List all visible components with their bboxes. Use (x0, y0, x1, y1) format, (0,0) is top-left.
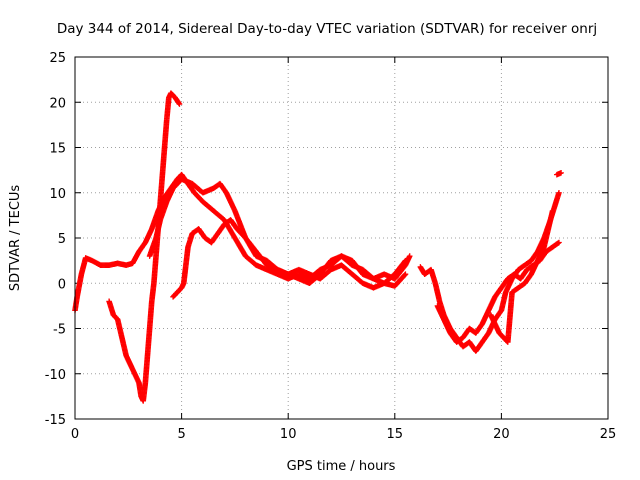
x-tick-label: 15 (387, 427, 404, 442)
data-marks (72, 90, 564, 404)
data-point (558, 170, 564, 176)
x-tick-label: 20 (493, 427, 510, 442)
data-point (556, 239, 562, 246)
x-axis-label: GPS time / hours (287, 459, 396, 474)
y-axis-label: SDTVAR / TECUs (8, 185, 23, 292)
axis-tick-labels: 0 5 10 15 20 25 -15 -10 -5 0 5 10 15 20 25 (45, 51, 617, 442)
y-tick-label: -10 (45, 368, 66, 383)
y-tick-label: 25 (49, 51, 66, 66)
data-point (402, 257, 409, 264)
x-tick-label: 5 (177, 427, 185, 442)
data-point (549, 208, 556, 214)
y-tick-label: 15 (49, 142, 66, 157)
y-tick-label: -15 (45, 413, 66, 428)
chart-title: Day 344 of 2014, Sidereal Day-to-day VTE… (57, 21, 597, 37)
data-point (176, 101, 183, 107)
data-point (406, 253, 413, 259)
data-point (402, 271, 409, 277)
y-tick-label: 20 (49, 96, 66, 111)
data-point (401, 272, 408, 278)
y-tick-label: -5 (53, 323, 66, 338)
y-tick-label: 5 (58, 232, 66, 247)
y-tick-label: 0 (58, 277, 66, 292)
data-point (556, 189, 562, 196)
x-tick-label: 10 (280, 427, 297, 442)
plot-frame (74, 56, 609, 420)
data-point (401, 258, 408, 265)
x-tick-label: 25 (600, 427, 617, 442)
x-tick-label: 0 (71, 427, 79, 442)
y-tick-label: 10 (49, 187, 66, 202)
